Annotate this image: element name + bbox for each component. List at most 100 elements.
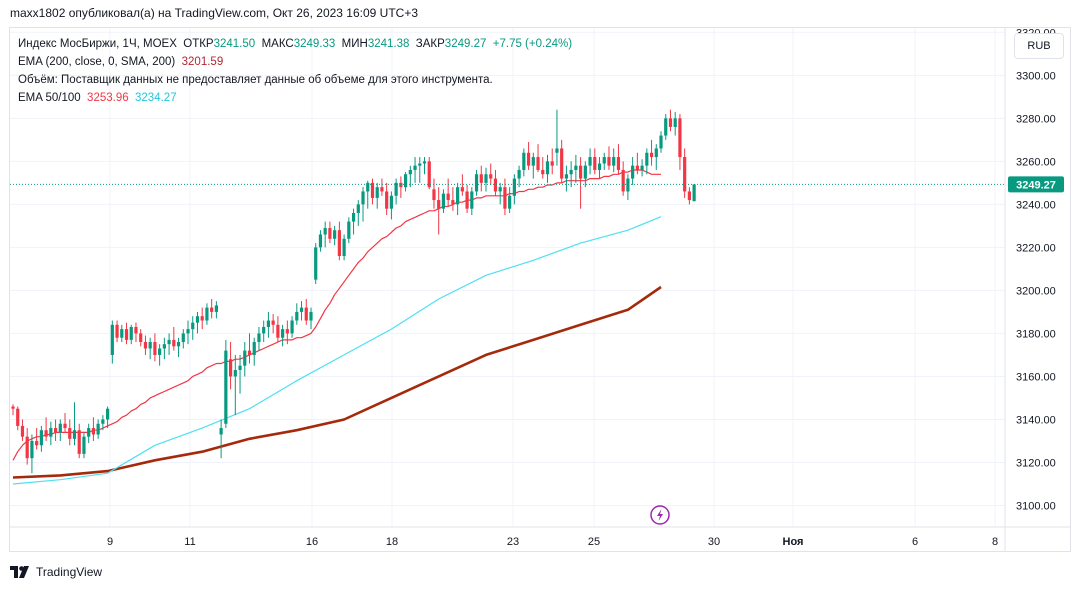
candle	[503, 178, 507, 216]
candle	[649, 139, 654, 166]
volume-text: Объём: Поставщик данных не предоставляет…	[18, 74, 493, 86]
price-tick-label: 3200.00	[1016, 285, 1056, 297]
candle-body	[579, 165, 583, 179]
candle-body	[465, 191, 469, 209]
candle	[257, 326, 261, 351]
open-value: 3241.50	[213, 38, 256, 50]
symbol-name[interactable]: Индекс МосБиржи, 1Ч, MOEX	[18, 38, 177, 50]
price-tick-label: 3260.00	[1016, 156, 1056, 168]
candle-body	[68, 428, 72, 439]
candle-body	[91, 428, 96, 435]
time-axis: 9 11 16 18 23 25 30 Ноя 6 8	[10, 526, 1071, 548]
candle-body	[191, 322, 195, 330]
candle-body	[664, 118, 668, 136]
candle-body	[172, 339, 176, 347]
candle	[659, 131, 663, 153]
ema100-value: 3234.27	[135, 92, 177, 104]
candle-body	[35, 440, 39, 446]
candle	[167, 333, 171, 355]
candle-body	[110, 324, 114, 355]
candle	[148, 337, 152, 360]
candle-body	[72, 430, 77, 439]
time-tick-label: 8	[992, 536, 998, 548]
candle-body	[257, 333, 261, 343]
candle	[110, 320, 114, 364]
candle	[526, 141, 531, 170]
legend-ohlc-row: Индекс МосБиржи, 1Ч, MOEX ОТКР3241.50 МА…	[18, 35, 572, 53]
candle-body	[626, 178, 630, 192]
candle	[602, 152, 606, 170]
candle-body	[30, 440, 34, 459]
candle	[451, 187, 455, 211]
candle-body	[328, 228, 332, 239]
candle	[106, 406, 110, 429]
candle	[403, 172, 408, 192]
candle-body	[262, 326, 266, 334]
time-tick-label: Ноя	[783, 536, 804, 548]
candle	[233, 354, 237, 416]
candle	[290, 316, 294, 338]
events-icon[interactable]	[650, 505, 670, 525]
candle	[437, 187, 441, 235]
candle-body	[470, 191, 474, 209]
candle	[465, 185, 469, 213]
candle	[361, 187, 365, 222]
candle-body	[659, 135, 663, 149]
candle-body	[621, 169, 625, 192]
candle	[299, 301, 304, 321]
footer-brand[interactable]: TradingView	[10, 565, 102, 579]
candle	[389, 191, 393, 220]
candle-body	[385, 191, 389, 209]
candle	[418, 157, 422, 183]
candle-body	[403, 174, 408, 188]
candle-body	[39, 430, 43, 446]
close-value: 3249.27	[444, 38, 487, 50]
ema50-value: 3253.96	[87, 92, 129, 104]
candle	[162, 337, 166, 360]
candle-body	[124, 329, 129, 340]
time-tick-label: 23	[507, 536, 519, 548]
chart-frame	[9, 27, 1071, 552]
candle-body	[446, 193, 450, 201]
candle-body	[593, 157, 597, 170]
candle-body	[181, 333, 185, 343]
candle	[564, 165, 569, 192]
candle	[621, 161, 625, 196]
candle	[498, 182, 502, 205]
candle	[616, 144, 621, 175]
candle-body	[640, 165, 644, 170]
currency-button[interactable]: RUB	[1014, 33, 1064, 59]
candle	[129, 324, 133, 345]
candle-body	[545, 161, 550, 175]
price-tick-label: 3140.00	[1016, 414, 1056, 426]
legend-ema200-row[interactable]: EMA (200, close, 0, SMA, 200) 3201.59	[18, 53, 572, 71]
candle	[158, 344, 162, 366]
candle-body	[631, 165, 635, 179]
candle-body	[120, 329, 124, 338]
candle-body	[484, 174, 488, 183]
candle-body	[602, 157, 606, 164]
candle	[323, 221, 327, 248]
time-tick-label: 18	[386, 536, 398, 548]
candle-body	[489, 174, 493, 179]
candle-body	[460, 187, 464, 192]
candle-body	[44, 430, 48, 437]
candle	[252, 337, 256, 366]
candle	[214, 301, 218, 319]
candle	[380, 178, 384, 196]
candle	[172, 326, 176, 351]
candle-body	[347, 221, 351, 239]
candle	[82, 432, 86, 459]
candle-body	[649, 152, 654, 158]
candle	[347, 217, 351, 244]
candle	[342, 234, 346, 261]
candle-body	[238, 365, 242, 370]
candle	[427, 157, 431, 190]
candle	[49, 421, 53, 446]
candle-body	[82, 436, 86, 454]
candle-body	[195, 316, 200, 323]
legend-ema50-100-row[interactable]: EMA 50/100 3253.96 3234.27	[18, 89, 572, 107]
candle-body	[432, 189, 436, 201]
candle	[35, 428, 39, 450]
